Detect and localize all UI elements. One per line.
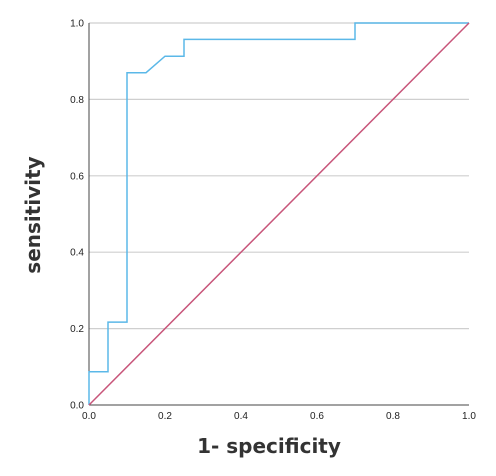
x-tick-label-2: 0.4 — [234, 411, 248, 422]
roc-curve-line — [88, 22, 469, 405]
series — [88, 22, 470, 406]
y-tick-label-2: 0.4 — [70, 248, 84, 259]
y-tick-label-5: 1.0 — [70, 19, 84, 30]
x-axis-title: 1- specificity — [197, 434, 341, 458]
y-tick-label-0: 0.0 — [70, 401, 84, 412]
axes — [88, 23, 469, 406]
tick-labels: 0.0 0.2 0.4 0.6 0.8 1.0 0.0 0.2 0.4 0.6 0.8 1.0 — [70, 19, 476, 423]
y-tick-label-4: 0.8 — [70, 95, 84, 106]
y-tick-label-1: 0.2 — [70, 324, 84, 335]
x-tick-label-1: 0.2 — [158, 411, 172, 422]
y-axis-title: sensitivity — [21, 156, 45, 273]
y-tick-label-3: 0.6 — [70, 171, 84, 182]
x-tick-label-4: 0.8 — [386, 411, 400, 422]
x-tick-label-0: 0.0 — [82, 411, 96, 422]
x-tick-label-3: 0.6 — [310, 411, 324, 422]
reference-diagonal-line — [88, 22, 470, 406]
x-tick-label-5: 1.0 — [462, 411, 476, 422]
gridlines — [89, 22, 469, 330]
